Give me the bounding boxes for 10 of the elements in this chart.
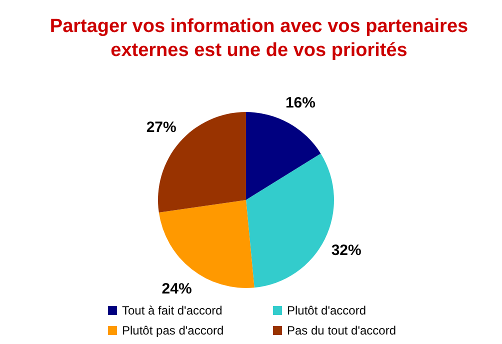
legend-label: Plutôt d'accord — [287, 304, 366, 318]
data-label: 24% — [162, 280, 192, 298]
legend-label: Tout à fait d'accord — [122, 304, 222, 318]
chart-title: Partager vos information avec vos partenaires externes est une de vos priorités — [50, 16, 468, 61]
data-label: 27% — [146, 118, 176, 136]
legend-label: Plutôt pas d'accord — [122, 324, 224, 338]
legend-label: Pas du tout d'accord — [287, 324, 396, 338]
data-label: 16% — [285, 94, 316, 112]
pie-slice — [246, 112, 321, 200]
data-label: 32% — [331, 242, 362, 259]
